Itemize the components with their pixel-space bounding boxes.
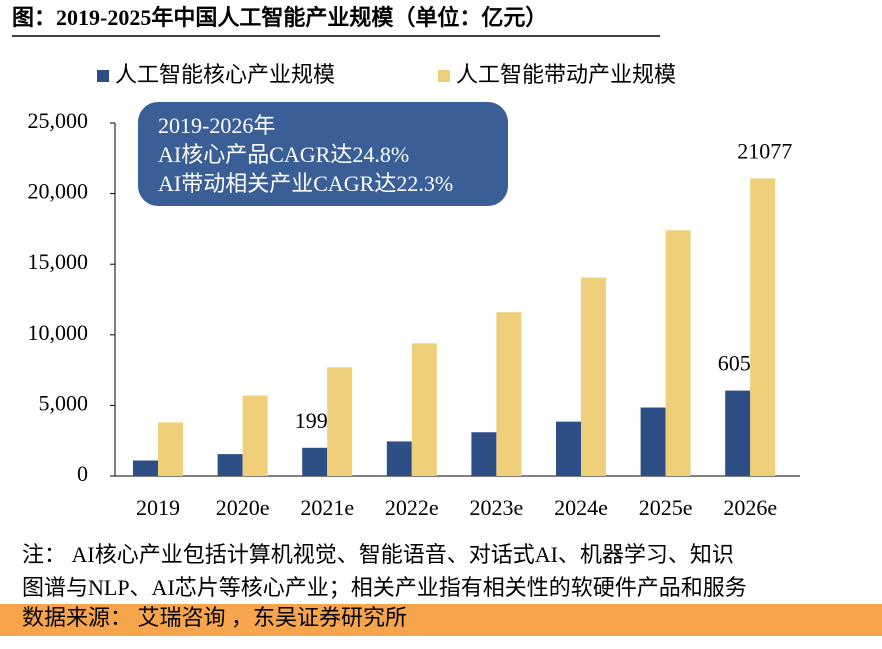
note: 图谱与NLP、AI芯片等核心产业；相关产业指有相关性的软硬件产品和服务 bbox=[22, 575, 747, 600]
legend-swatch bbox=[438, 70, 450, 82]
x-tick-label: 2019 bbox=[136, 495, 180, 520]
bar bbox=[217, 454, 243, 476]
data-label: 21077 bbox=[737, 138, 792, 163]
chart-title: 图：2019-2025年中国人工智能产业规模（单位：亿元） bbox=[12, 5, 547, 30]
bar bbox=[665, 230, 691, 476]
x-tick-label: 2021e bbox=[300, 495, 354, 520]
annotation-box bbox=[138, 102, 508, 206]
bar bbox=[496, 312, 522, 476]
legend-label: 人工智能带动产业规模 bbox=[456, 62, 676, 87]
bar bbox=[327, 367, 353, 476]
bar bbox=[556, 421, 581, 476]
bar bbox=[750, 178, 776, 476]
note: 注： AI核心产业包括计算机视觉、智能语音、对话式AI、机器学习、知识 bbox=[22, 542, 734, 567]
bar bbox=[411, 343, 437, 476]
bar bbox=[725, 390, 751, 476]
bar bbox=[581, 277, 606, 476]
x-tick-label: 2025e bbox=[639, 495, 693, 520]
annotation-text: AI核心产品CAGR达24.8% bbox=[158, 142, 409, 167]
y-tick-label: 25,000 bbox=[28, 108, 89, 133]
legend-label: 人工智能核心产业规模 bbox=[115, 62, 335, 87]
bar bbox=[386, 441, 412, 476]
x-tick-label: 2026e bbox=[723, 495, 777, 520]
source: 数据来源： 艾瑞咨询 ，东吴证券研究所 bbox=[22, 605, 407, 630]
y-tick-label: 10,000 bbox=[28, 320, 89, 345]
bar bbox=[640, 407, 666, 476]
y-tick-label: 0 bbox=[77, 461, 88, 486]
y-tick-label: 20,000 bbox=[28, 179, 89, 204]
bar bbox=[133, 460, 158, 476]
bar bbox=[302, 447, 328, 476]
legend-swatch bbox=[97, 70, 109, 82]
x-tick-label: 2020e bbox=[216, 495, 270, 520]
source-band bbox=[0, 604, 882, 636]
annotation-text: 2019-2026年 bbox=[158, 113, 275, 138]
x-tick-label: 2023e bbox=[470, 495, 524, 520]
x-tick-label: 2024e bbox=[554, 495, 608, 520]
bar bbox=[158, 422, 183, 476]
x-tick-label: 2022e bbox=[385, 495, 439, 520]
y-tick-label: 5,000 bbox=[39, 390, 89, 415]
bar bbox=[242, 395, 268, 476]
y-tick-label: 15,000 bbox=[28, 249, 89, 274]
annotation-text: AI带动相关产业CAGR达22.3% bbox=[158, 171, 453, 196]
bar bbox=[471, 432, 497, 476]
